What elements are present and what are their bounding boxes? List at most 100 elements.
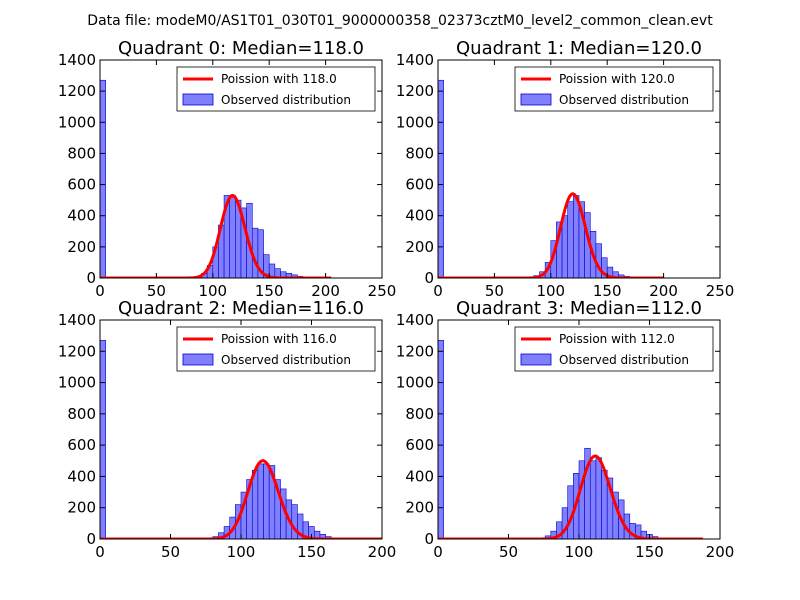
histogram-bar xyxy=(257,229,264,278)
legend-line-label: Poission with 118.0 xyxy=(221,72,337,86)
legend-bar-label: Observed distribution xyxy=(559,353,689,367)
x-tick-label: 50 xyxy=(499,543,518,561)
x-tick-label: 200 xyxy=(311,282,340,300)
poisson-fit-line xyxy=(100,459,382,539)
legend-line-label: Poission with 120.0 xyxy=(559,72,675,86)
y-tick-label: 1400 xyxy=(396,51,434,69)
y-tick-label: 400 xyxy=(67,467,96,485)
histogram-bar xyxy=(100,340,106,539)
y-tick-label: 800 xyxy=(67,405,96,423)
histogram-bar xyxy=(291,504,298,539)
x-tick-label: 250 xyxy=(368,282,397,300)
histogram-bar xyxy=(263,463,270,539)
y-tick-label: 1200 xyxy=(396,342,434,360)
y-tick-label: 0 xyxy=(424,530,434,548)
histogram-bar xyxy=(573,195,580,278)
x-tick-label: 0 xyxy=(95,543,105,561)
poisson-fit-line xyxy=(438,192,664,278)
quadrant-1-chart: Quadrant 1: Median=120.0 0 50 100 150 200 250 0… xyxy=(396,38,735,300)
y-tick-label: 600 xyxy=(405,176,434,194)
y-tick-label: 1200 xyxy=(58,342,96,360)
chart-title: Quadrant 2: Median=116.0 xyxy=(118,298,364,319)
quadrant-2-chart: Quadrant 2: Median=116.0 0 50 100 150 200 0 200… xyxy=(58,298,397,561)
legend-bar-swatch xyxy=(182,93,214,106)
x-tick-label: 150 xyxy=(255,282,284,300)
y-tick-label: 1000 xyxy=(396,113,434,131)
legend-bar-label: Observed distribution xyxy=(559,93,689,107)
poisson-fit-line xyxy=(100,193,332,278)
plot-frame xyxy=(99,59,383,279)
legend-line-label: Poission with 112.0 xyxy=(559,332,675,346)
histogram-bar xyxy=(251,469,259,539)
y-tick-label: 1000 xyxy=(58,113,96,131)
chart-title: Quadrant 1: Median=120.0 xyxy=(456,38,702,59)
legend-bar-swatch xyxy=(520,353,552,366)
legend: Poission with 118.0 Observed distribution xyxy=(176,66,376,112)
quadrant-charts: Quadrant 0: Median=118.0 0 50 100 150 200 250 0… xyxy=(58,38,735,561)
y-tick-label: 800 xyxy=(405,144,434,162)
x-tick-label: 0 xyxy=(433,543,443,561)
x-tick-label: 150 xyxy=(593,282,622,300)
x-tick-label: 0 xyxy=(95,282,105,300)
y-tick-label: 800 xyxy=(405,405,434,423)
quadrant-0-chart: Quadrant 0: Median=118.0 0 50 100 150 200 250 0… xyxy=(58,38,397,300)
histogram-bar xyxy=(100,79,106,278)
y-tick-label: 600 xyxy=(67,176,96,194)
x-tick-label: 100 xyxy=(198,282,227,300)
legend: Poission with 116.0 Observed distribution xyxy=(176,326,376,372)
histogram-bar xyxy=(589,460,597,539)
x-tick-label: 100 xyxy=(536,282,565,300)
x-tick-label: 250 xyxy=(706,282,735,300)
legend-bar-label: Observed distribution xyxy=(221,353,351,367)
x-tick-label: 150 xyxy=(297,543,326,561)
y-tick-label: 1400 xyxy=(58,51,96,69)
x-tick-label: 100 xyxy=(565,543,594,561)
y-tick-label: 1400 xyxy=(396,311,434,329)
x-tick-label: 200 xyxy=(649,282,678,300)
x-tick-label: 200 xyxy=(368,543,397,561)
y-tick-label: 600 xyxy=(405,436,434,454)
y-tick-label: 400 xyxy=(405,467,434,485)
y-tick-label: 0 xyxy=(86,269,96,287)
y-tick-label: 0 xyxy=(424,269,434,287)
x-tick-label: 0 xyxy=(433,282,443,300)
y-tick-label: 1000 xyxy=(396,374,434,392)
histogram-bar xyxy=(257,463,264,539)
histogram-bar xyxy=(567,201,574,278)
x-tick-label: 50 xyxy=(161,543,180,561)
plot-area xyxy=(438,79,664,278)
histogram-bar xyxy=(438,340,444,539)
y-tick-label: 200 xyxy=(405,499,434,517)
histogram-bar xyxy=(438,79,444,278)
x-tick-label: 50 xyxy=(147,282,166,300)
histogram-bar xyxy=(561,215,569,278)
y-tick-label: 400 xyxy=(405,207,434,225)
chart-title: Quadrant 0: Median=118.0 xyxy=(118,38,364,59)
legend: Poission with 120.0 Observed distribution xyxy=(514,66,714,112)
x-tick-label: 150 xyxy=(635,543,664,561)
y-tick-label: 200 xyxy=(67,499,96,517)
histogram-bar xyxy=(578,460,585,539)
y-tick-label: 600 xyxy=(67,436,96,454)
y-tick-label: 1400 xyxy=(58,311,96,329)
y-tick-label: 800 xyxy=(67,144,96,162)
histogram-bar xyxy=(229,196,236,278)
plot-area xyxy=(100,340,382,539)
x-tick-label: 50 xyxy=(485,282,504,300)
quadrant-3-chart: Quadrant 3: Median=112.0 0 50 100 150 200 0 200… xyxy=(396,298,735,561)
y-tick-label: 400 xyxy=(67,207,96,225)
legend-bar-label: Observed distribution xyxy=(221,93,351,107)
plot-frame xyxy=(437,59,721,279)
x-tick-label: 100 xyxy=(227,543,256,561)
legend: Poission with 112.0 Observed distribution xyxy=(514,326,714,372)
y-tick-label: 0 xyxy=(86,530,96,548)
y-tick-label: 200 xyxy=(67,238,96,256)
histogram-bar xyxy=(595,457,602,539)
legend-bar-swatch xyxy=(182,353,214,366)
legend-line-label: Poission with 116.0 xyxy=(221,332,337,346)
y-tick-label: 1200 xyxy=(396,82,434,100)
legend-bar-swatch xyxy=(520,93,552,106)
y-tick-label: 1200 xyxy=(58,82,96,100)
figure-suptitle: Data file: modeM0/AS1T01_030T01_90000003… xyxy=(87,13,713,29)
